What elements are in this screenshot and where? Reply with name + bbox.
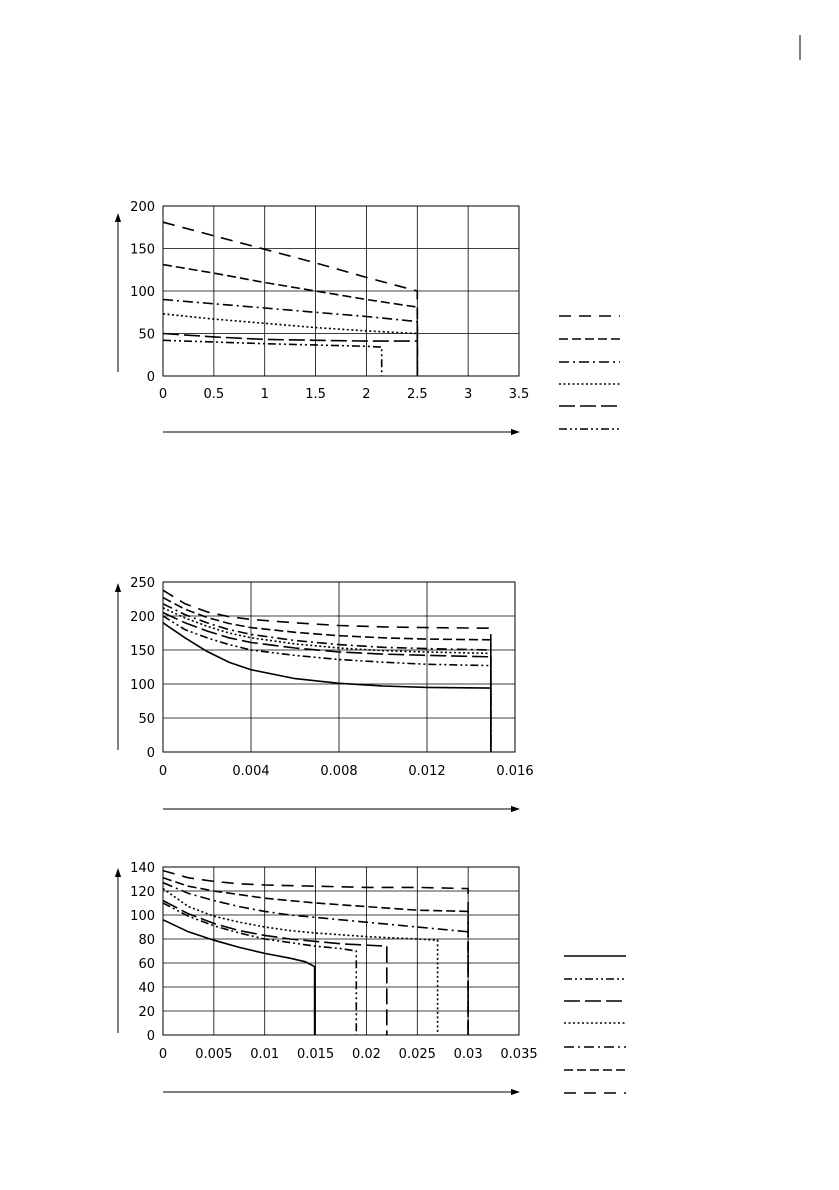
series-line-7	[162, 869, 469, 1035]
x-tick-label: 0.012	[408, 764, 445, 779]
y-tick-label: 100	[130, 285, 155, 300]
chart-3: 0 0.005 0.01 0.015 0.02 0.025 0.03 0.035 0 20 40 60…	[114, 861, 626, 1096]
x-tick-label: 0.008	[320, 764, 357, 779]
x-tick-label: 0.025	[399, 1047, 436, 1062]
x-tick-label: 0.01	[250, 1047, 279, 1062]
y-tick-label: 150	[130, 644, 155, 659]
x-tick-label: 1	[261, 387, 269, 402]
x-tick-label: 0.02	[352, 1047, 381, 1062]
x-tick-label: 3.5	[509, 387, 530, 402]
x-tick-label: 1.5	[305, 387, 326, 402]
y-tick-label: 0	[147, 1029, 155, 1044]
x-tick-label: 3	[464, 387, 472, 402]
x-tick-label: 0.035	[500, 1047, 537, 1062]
x-tick-label: 2.5	[407, 387, 428, 402]
series-line-5	[162, 603, 492, 752]
y-tick-label: 150	[130, 243, 155, 258]
y-tick-label: 200	[130, 610, 155, 625]
series-line-4	[162, 298, 419, 376]
series-line-4	[162, 607, 492, 752]
y-tick-label: 60	[138, 957, 155, 972]
plot-frame	[162, 866, 520, 1036]
series-line-2	[162, 332, 419, 376]
series-line-3	[162, 611, 492, 752]
x-tick-label: 0.03	[454, 1047, 483, 1062]
series-line-6	[162, 877, 469, 1035]
plot-frame	[162, 581, 516, 753]
y-tick-label: 20	[138, 1005, 155, 1020]
x-tick-label: 0.005	[195, 1047, 232, 1062]
plot-frame	[162, 205, 520, 377]
y-tick-label: 50	[138, 712, 155, 727]
y-tick-label: 120	[130, 885, 155, 900]
y-tick-label: 140	[130, 861, 155, 876]
series-line-3	[162, 899, 388, 1035]
y-tick-label: 100	[130, 909, 155, 924]
y-tick-label: 0	[147, 746, 155, 761]
x-tick-label: 0	[159, 387, 167, 402]
x-tick-label: 2	[362, 387, 370, 402]
x-tick-label: 0.004	[232, 764, 269, 779]
chart-1: 0 0.5 1 1.5 2 2.5 3 3.5 0 50 100 150 200	[114, 200, 620, 436]
x-tick-label: 0.016	[496, 764, 533, 779]
series-line-1	[162, 919, 316, 1035]
y-tick-label: 100	[130, 678, 155, 693]
chart-2: 0 0.004 0.008 0.012 0.016 0 50 100 150 200 250	[114, 576, 534, 813]
series-line-5	[162, 881, 469, 1035]
x-tick-label: 0	[159, 1047, 167, 1062]
x-tick-label: 0.015	[297, 1047, 334, 1062]
x-tick-label: 0	[159, 764, 167, 779]
y-tick-label: 250	[130, 576, 155, 591]
series-line-3	[162, 313, 419, 376]
series-line-2	[162, 902, 358, 1035]
series-line-7	[162, 589, 492, 752]
series-line-1	[162, 622, 492, 752]
series-line-6	[162, 221, 419, 376]
y-tick-label: 0	[147, 370, 155, 385]
series-line-4	[162, 887, 439, 1035]
y-tick-label: 200	[130, 200, 155, 215]
series-line-6	[162, 596, 492, 752]
series-line-1	[162, 339, 383, 376]
x-tick-label: 0.5	[204, 387, 225, 402]
y-tick-label: 40	[138, 981, 155, 996]
y-tick-label: 50	[138, 328, 155, 343]
y-tick-label: 80	[138, 933, 155, 948]
